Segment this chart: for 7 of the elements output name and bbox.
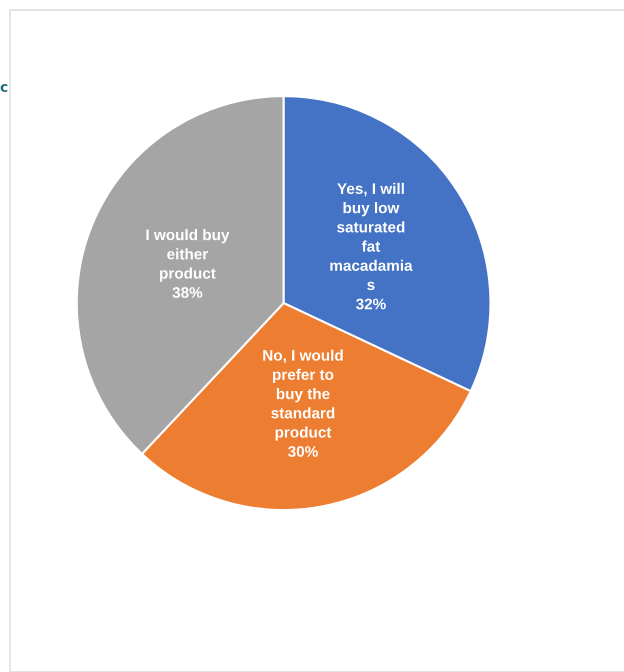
data-label: 38% xyxy=(172,287,202,298)
text: c xyxy=(0,84,8,92)
slice-label: Yes, I will buy low saturated fat macadamia s xyxy=(330,182,413,290)
data-label: 30% xyxy=(288,446,318,457)
data-label: 32% xyxy=(356,298,386,310)
slice-label: I would buy either product xyxy=(146,229,230,282)
slice-label: No, I would prefer to buy the standard product xyxy=(263,350,343,441)
